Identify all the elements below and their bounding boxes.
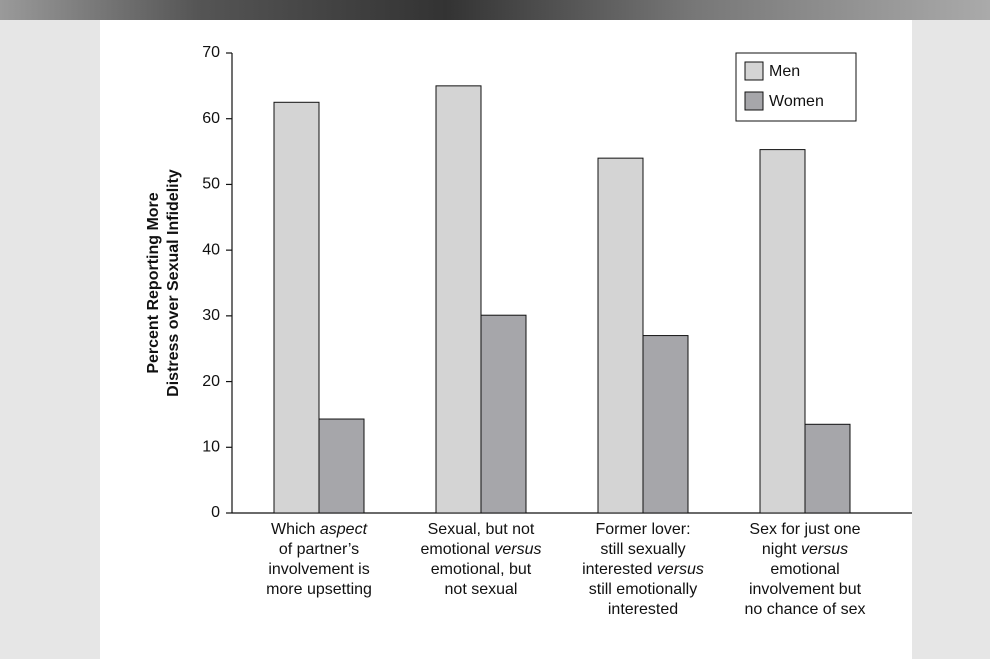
y-tick-label: 70 <box>202 44 220 61</box>
x-tick-label: Which aspect <box>271 521 368 538</box>
bar <box>642 335 689 514</box>
x-tick-label: involvement is <box>268 561 369 578</box>
legend-label: Men <box>769 63 800 80</box>
x-tick-label: of partner’s <box>279 541 359 558</box>
bar <box>273 101 320 514</box>
bar <box>435 85 482 514</box>
x-tick-label: interested <box>608 601 678 618</box>
y-tick-label: 0 <box>211 504 220 521</box>
y-tick-label: 20 <box>202 373 220 390</box>
bar <box>318 418 365 514</box>
x-tick-label: not sexual <box>445 581 518 598</box>
x-tick-label: no chance of sex <box>745 601 866 618</box>
bar <box>804 423 851 514</box>
bar <box>597 157 644 514</box>
x-tick-label: night versus <box>762 541 848 558</box>
x-tick-label: emotional versus <box>421 541 542 558</box>
y-tick-label: 30 <box>202 307 220 324</box>
x-tick-label: Sex for just one <box>749 521 860 538</box>
x-tick-label: emotional, but <box>431 561 532 578</box>
legend-swatch <box>744 61 764 81</box>
y-tick-label: 50 <box>202 176 220 193</box>
legend-label: Women <box>769 93 824 110</box>
x-tick-label: Sexual, but not <box>428 521 535 538</box>
y-tick-label: 10 <box>202 439 220 456</box>
x-tick-label: interested versus <box>582 561 704 578</box>
x-tick-label: still sexually <box>600 541 685 558</box>
legend-swatch <box>744 91 764 111</box>
y-tick-label: 40 <box>202 241 220 258</box>
bar <box>480 314 527 514</box>
header-image <box>0 0 990 20</box>
y-axis-label: Percent Reporting More <box>145 192 162 373</box>
x-tick-label: involvement but <box>749 581 862 598</box>
bar <box>759 149 806 514</box>
x-tick-label: emotional <box>770 561 839 578</box>
x-tick-label: still emotionally <box>589 581 697 598</box>
y-axis-label: Distress over Sexual Infidelity <box>165 169 182 397</box>
x-tick-label: more upsetting <box>266 581 372 598</box>
x-tick-label: Former lover: <box>595 521 690 538</box>
y-tick-label: 60 <box>202 110 220 127</box>
